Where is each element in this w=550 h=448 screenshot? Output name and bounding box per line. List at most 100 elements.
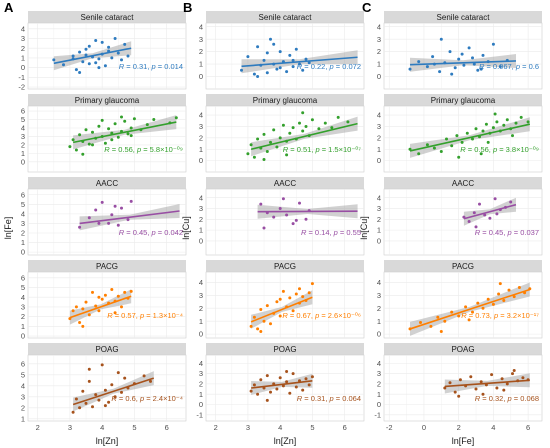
p-symbol: p bbox=[493, 311, 498, 320]
facet-strip bbox=[206, 177, 364, 189]
r-symbol: R bbox=[460, 145, 466, 154]
facet-strip bbox=[28, 94, 186, 106]
data-point bbox=[262, 132, 266, 136]
data-point bbox=[481, 392, 485, 396]
data-point bbox=[457, 314, 461, 318]
data-point bbox=[246, 152, 250, 156]
y-tick-label: 6 bbox=[21, 359, 25, 368]
r-value: = 0.56, bbox=[110, 145, 137, 154]
p-value: = 1.5×10⁻⁰⁷ bbox=[320, 145, 362, 154]
p-value: = 5.8×10⁻⁰⁹ bbox=[141, 145, 183, 154]
y-tick-label: 4 bbox=[377, 111, 381, 120]
data-point bbox=[457, 155, 461, 159]
r-value: = 0.31, bbox=[302, 394, 329, 403]
regression-line bbox=[241, 56, 358, 68]
data-point bbox=[249, 143, 253, 147]
plot-area bbox=[27, 188, 187, 256]
data-point bbox=[145, 123, 149, 127]
data-point bbox=[84, 300, 88, 304]
data-point bbox=[103, 388, 107, 392]
facet-title: PACG bbox=[274, 262, 296, 271]
data-point bbox=[285, 380, 289, 384]
y-tick-label: 3 bbox=[21, 34, 25, 43]
p-value: = 0.014 bbox=[156, 62, 183, 71]
p-value: = 3.8×10⁻⁰⁹ bbox=[497, 145, 539, 154]
data-point bbox=[509, 200, 513, 204]
facet-C-3: AACC 0 1 2 3 4 R = 0.45, p = 0.037 bbox=[377, 177, 543, 256]
data-point bbox=[87, 216, 91, 220]
data-point bbox=[512, 295, 516, 299]
data-point bbox=[519, 115, 523, 119]
r-value: = 0.22, bbox=[302, 62, 329, 71]
data-point bbox=[256, 137, 260, 141]
facet-B-4: PACG 0 1 2 3 4 R = 0.67, p = 2.6×10⁻⁰⁶ bbox=[199, 260, 365, 339]
y-tick-label: 3 bbox=[21, 392, 25, 401]
y-tick-label: 3 bbox=[199, 291, 203, 300]
facet-C-4: PACG 0 1 2 3 4 R = 0.73, p = 3.2×10⁻¹⁷ bbox=[377, 260, 543, 339]
plot-area bbox=[27, 354, 187, 422]
data-point bbox=[448, 381, 452, 385]
r-symbol: R bbox=[297, 62, 303, 71]
data-point bbox=[511, 134, 514, 138]
data-point bbox=[278, 50, 282, 54]
r-value: = 0.45, bbox=[124, 228, 151, 237]
data-point bbox=[298, 121, 301, 125]
p-symbol: p bbox=[507, 394, 512, 403]
data-point bbox=[107, 127, 111, 131]
data-point bbox=[448, 50, 452, 54]
data-point bbox=[285, 153, 289, 157]
y-tick-label: 0 bbox=[377, 237, 381, 246]
y-tick-label: 0 bbox=[377, 72, 381, 81]
data-point bbox=[78, 133, 82, 137]
data-point bbox=[281, 384, 285, 388]
data-point bbox=[265, 71, 269, 75]
regression-line bbox=[72, 377, 155, 406]
regression-line bbox=[409, 288, 531, 330]
p-value: = 3.2×10⁻¹⁷ bbox=[498, 311, 539, 320]
y-tick-label: 2 bbox=[21, 229, 25, 238]
data-point bbox=[269, 140, 272, 144]
r-symbol: R bbox=[297, 394, 303, 403]
data-point bbox=[453, 66, 457, 70]
y-tick-label: 5 bbox=[21, 283, 25, 292]
data-point bbox=[298, 201, 301, 205]
data-point bbox=[91, 130, 94, 134]
y-tick-label: 2 bbox=[199, 304, 203, 313]
data-point bbox=[272, 128, 276, 132]
correlation-annotation: R = 0.6, p = 2.4×10⁻⁴ bbox=[111, 394, 183, 403]
y-tick-label: 2 bbox=[21, 403, 25, 412]
data-point bbox=[94, 393, 98, 397]
data-point bbox=[120, 206, 123, 210]
data-point bbox=[460, 52, 464, 56]
y-tick-label: 0 bbox=[377, 330, 381, 339]
data-point bbox=[474, 127, 478, 131]
r-value: = 0.45, bbox=[480, 228, 507, 237]
data-point bbox=[502, 388, 506, 392]
data-point bbox=[443, 386, 447, 390]
y-tick-label: 4 bbox=[199, 193, 203, 202]
plot-area bbox=[383, 22, 543, 90]
data-point bbox=[269, 390, 272, 394]
data-point bbox=[291, 372, 295, 376]
y-tick-label: 1 bbox=[199, 390, 203, 399]
data-point bbox=[495, 212, 499, 216]
data-point bbox=[472, 62, 476, 66]
facet-A-5: POAG 1 2 3 4 5 6 R = 0.6, p = 2.4×10⁻⁴ 2 3 4 5 6 bbox=[21, 343, 187, 432]
x-tick-label: 0 bbox=[422, 423, 426, 432]
data-point bbox=[129, 126, 133, 130]
plot-area bbox=[205, 188, 365, 256]
regression-line bbox=[463, 203, 517, 220]
data-point bbox=[62, 63, 65, 67]
x-tick-label: 4 bbox=[278, 423, 282, 432]
data-point bbox=[142, 374, 146, 378]
data-point bbox=[74, 397, 78, 401]
regression-line bbox=[410, 60, 516, 66]
data-point bbox=[100, 118, 104, 122]
data-point bbox=[275, 300, 279, 304]
data-point bbox=[71, 410, 75, 414]
data-point bbox=[291, 126, 295, 130]
y-tick-label: 0 bbox=[199, 156, 203, 165]
data-point bbox=[307, 291, 311, 295]
r-symbol: R bbox=[111, 394, 117, 403]
